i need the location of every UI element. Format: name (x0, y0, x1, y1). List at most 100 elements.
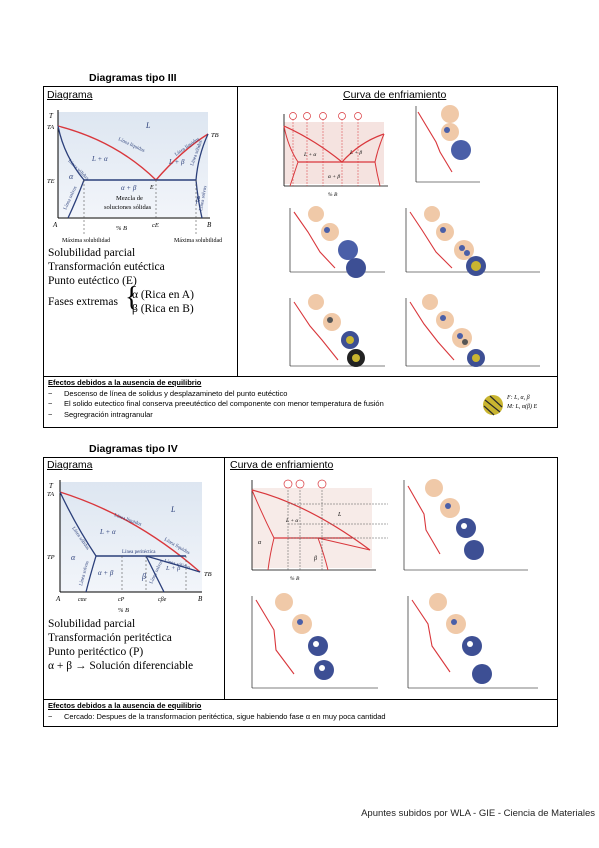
cooling-curve-5 (405, 294, 540, 367)
svg-text:β: β (313, 556, 317, 562)
fases-label: Fases extremas (48, 296, 118, 308)
svg-text:L + β: L + β (349, 150, 362, 156)
effect3-2: Segregración intragranular (64, 409, 153, 419)
region-L-beta: L + β (168, 158, 185, 166)
svg-text:% B: % B (328, 192, 338, 198)
region-L-alpha4: L + α (99, 528, 116, 536)
svg-text:α + β: α + β (328, 174, 340, 180)
fase-alpha: α (Rica en A) (132, 289, 194, 301)
legend-mp: M: L, α(β) E (507, 404, 538, 410)
xaxis-label4: % B (118, 607, 129, 614)
cooling-curve-p1 (403, 479, 528, 571)
fase-beta: β (Rica en B) (132, 303, 194, 315)
prop4-2: Punto peritéctico (P) (48, 646, 144, 658)
region-alpha-beta: α + β (121, 184, 137, 192)
section4-curve-header: Curva de enfriamiento (230, 459, 334, 471)
svg-text:L + α: L + α (303, 152, 316, 158)
section4-divider-v (224, 457, 225, 699)
maxsol-right: Máxima solubilidad (174, 238, 222, 244)
solvus-right-label: Línea solvus (199, 185, 208, 211)
label-TA4: TA (47, 491, 54, 498)
cooling-curve-p3 (407, 593, 538, 689)
axis-T4: T (49, 482, 54, 490)
label-TB: TB (211, 132, 219, 139)
legend-fp: F: L, α, β (507, 395, 530, 401)
label-TP: TP (47, 554, 55, 561)
xaxis-label: % B (116, 225, 127, 232)
cooling-curve-p2 (251, 593, 378, 689)
region-L-alpha: L + α (91, 155, 108, 163)
section4-effects: Efectos debidos a la ausencia de equilib… (48, 701, 548, 722)
label-B: B (207, 221, 212, 229)
svg-text:% B: % B (290, 576, 300, 582)
cooling-curve-3 (405, 206, 540, 276)
svg-text:α: α (258, 540, 262, 546)
label-TE: TE (47, 178, 55, 185)
region-alpha4: α (71, 553, 76, 562)
footer-credit: Apuntes subidos por WLA - GIE - Ciencia … (361, 808, 595, 819)
cooling-curves-eutectic: L + α L + β α + β % B (283, 105, 540, 367)
fases-list: α (Rica en A) β (Rica en B) (132, 288, 194, 316)
label-B4: B (198, 595, 203, 603)
peritectic-label: Línea peritéctica (122, 550, 156, 555)
effects3-title: Efectos debidos a la ausencia de equilib… (48, 378, 202, 387)
effect3-0: Descenso de línea de solidus y desplazam… (64, 388, 288, 398)
eutectic-microstructure-icon (483, 395, 503, 416)
cooling-curve-4 (289, 294, 385, 367)
section4-properties: Solubilidad parcial Transformación perit… (48, 617, 193, 673)
label-A4: A (55, 595, 61, 603)
solvus-label4: Línea solvus (79, 561, 90, 587)
effect4-0: Cercado: Despues de la transformacion pe… (64, 711, 386, 721)
section3-divider-v (237, 86, 238, 376)
prop4-3: α + β → Solución diferenciable (48, 660, 194, 672)
section3-properties: Solubilidad parcial Transformación eutéc… (48, 246, 165, 288)
label-cP: cP (118, 597, 125, 603)
section3-effects: Efectos debidos a la ausencia de equilib… (48, 378, 468, 420)
cooling-curve-2 (289, 206, 385, 278)
label-E: E (149, 185, 154, 191)
effects4-title: Efectos debidos a la ausencia de equilib… (48, 701, 202, 710)
prop-0: Solubilidad parcial (48, 247, 136, 259)
prop4-1: Transformación peritéctica (48, 632, 172, 644)
label-TA: TA (47, 124, 54, 131)
peritectic-phase-diagram: T TA TB TP L L + α L + β α β α + β Línea… (47, 480, 212, 614)
eutectic-phase-diagram: T TA TB TE L L + α L + β α β α + β E Mez… (47, 110, 222, 244)
fases-brace: { (125, 282, 139, 313)
solidus2-label4: Línea sólidus (163, 559, 190, 571)
cooling-curves-peritectic: L L + α β α % B (251, 479, 538, 689)
label-TB4: TB (204, 571, 212, 578)
region-beta: β (195, 195, 200, 204)
prop4-0: Solubilidad parcial (48, 618, 136, 630)
section3-diagram-header: Diagrama (47, 89, 93, 101)
prop-2: Punto eutéctico (E) (48, 275, 137, 287)
label-A: A (52, 221, 58, 229)
region-L4: L (170, 505, 176, 514)
section4-diagram-header: Diagrama (47, 459, 93, 471)
label-cE: cE (152, 222, 159, 229)
region-alpha: α (69, 172, 74, 181)
mini-eutectic-diagram: L + α L + β α + β % B (283, 112, 388, 198)
region-L: L (145, 121, 151, 130)
region-L-beta4: L + β (165, 565, 181, 572)
section3-curve-header: Curva de enfriamiento (343, 89, 447, 101)
section3-title: Diagramas tipo III (89, 72, 177, 84)
svg-text:L + α: L + α (285, 518, 298, 524)
region-alpha-beta4: α + β (98, 569, 114, 577)
maxsol-left: Máxima solubilidad (62, 238, 110, 244)
label-cae: cαe (78, 597, 87, 603)
region-beta4: β (141, 572, 146, 581)
prop-1: Transformación eutéctica (48, 261, 165, 273)
effect3-1: El solido eutectico final conserva preeu… (64, 399, 384, 408)
section4-divider-h (43, 699, 558, 700)
section3-divider-h (43, 376, 558, 377)
mezcla-line1: Mezcla de (116, 195, 143, 202)
section4-title: Diagramas tipo IV (89, 443, 178, 455)
section4-table (43, 457, 558, 727)
cooling-curve-1 (415, 105, 480, 183)
mini-peritectic-diagram: L L + α β α % B (251, 479, 388, 582)
section3-table (43, 86, 558, 428)
mezcla-line2: soluciones sólidas (104, 204, 152, 211)
label-cbe: cβe (158, 597, 167, 603)
axis-T: T (49, 112, 54, 120)
svg-text:L: L (337, 512, 342, 518)
